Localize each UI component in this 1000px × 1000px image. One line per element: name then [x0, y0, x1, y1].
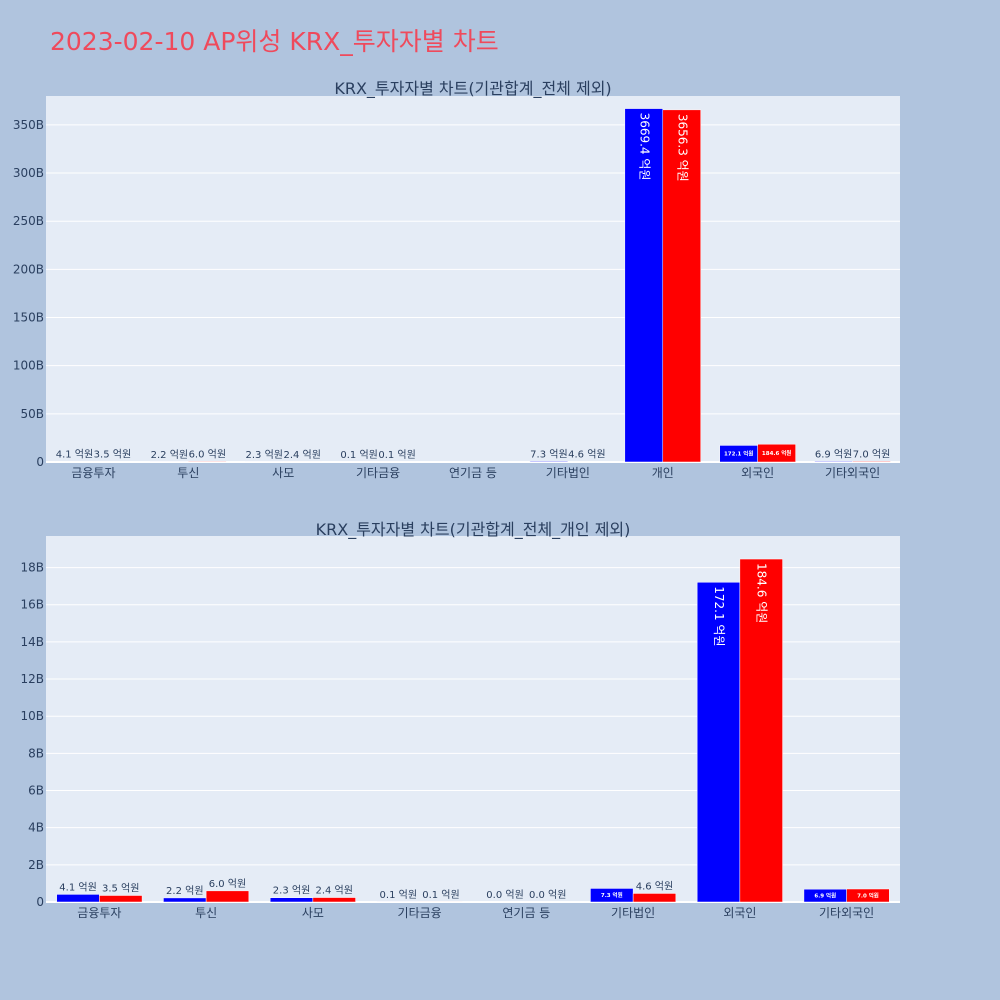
bar[interactable] [624, 108, 664, 463]
y-tick-label: 10B [20, 709, 44, 723]
y-tick-label: 300B [13, 166, 44, 180]
y-tick-label: 200B [13, 262, 44, 276]
x-tick-label: 사모 [272, 466, 294, 480]
data-label: 4.1 억원 [56, 449, 93, 461]
data-label: 0.1 억원 [378, 449, 415, 461]
x-tick-label: 기타법인 [546, 466, 590, 480]
y-tick-label: 100B [13, 359, 44, 373]
x-tick-label: 개인 [652, 466, 674, 480]
chart-title: KRX_투자자별 차트(기관합계_전체_개인 제외) [316, 520, 631, 540]
bar[interactable] [632, 893, 677, 903]
y-tick-label: 50B [20, 407, 44, 421]
x-tick-label: 사모 [302, 906, 324, 920]
y-tick-label: 12B [20, 672, 44, 686]
data-label: 172.1 억원 [724, 450, 753, 458]
bar[interactable] [99, 895, 143, 903]
data-label: 3669.4 억원 [637, 113, 651, 181]
data-label: 6.0 억원 [209, 878, 246, 890]
data-label: 4.1 억원 [59, 881, 96, 893]
bar[interactable] [662, 109, 701, 463]
bar[interactable] [269, 897, 314, 903]
data-label: 6.9 억원 [814, 892, 836, 900]
page-title: 2023-02-10 AP위성 KRX_투자자별 차트 [50, 27, 499, 56]
data-label: 2.4 억원 [315, 885, 352, 897]
x-tick-label: 기타외국인 [825, 466, 880, 480]
x-tick-label: 기타외국인 [819, 906, 874, 920]
data-label: 4.6 억원 [568, 449, 605, 461]
data-label: 0.1 억원 [422, 889, 459, 901]
bar[interactable] [529, 461, 569, 463]
chart-title: KRX_투자자별 차트(기관합계_전체 제외) [334, 79, 611, 99]
bar[interactable] [163, 897, 207, 903]
bar[interactable] [56, 894, 100, 903]
data-label: 6.0 억원 [189, 448, 226, 460]
bar[interactable] [312, 897, 356, 903]
y-tick-label: 14B [20, 635, 44, 649]
data-label: 184.6 억원 [762, 449, 791, 457]
bar[interactable] [205, 890, 250, 903]
y-tick-label: 2B [28, 858, 44, 872]
data-label: 0.1 억원 [380, 889, 417, 901]
bar[interactable] [739, 558, 783, 903]
data-label: 2.3 억원 [246, 449, 283, 461]
y-tick-label: 0 [36, 895, 44, 909]
y-tick-label: 250B [13, 214, 44, 228]
bar[interactable] [696, 582, 741, 903]
data-label: 172.1 억원 [712, 586, 726, 646]
plot-area [46, 96, 900, 462]
y-tick-label: 150B [13, 311, 44, 325]
data-label: 0.0 억원 [486, 889, 523, 901]
x-tick-label: 외국인 [741, 466, 774, 480]
data-label: 2.2 억원 [166, 885, 203, 897]
x-tick-label: 연기금 등 [449, 466, 497, 480]
data-label: 2.4 억원 [283, 449, 320, 461]
bar[interactable] [188, 461, 227, 463]
y-tick-label: 350B [13, 118, 44, 132]
data-label: 2.3 억원 [273, 885, 310, 897]
data-label: 184.6 억원 [755, 563, 769, 623]
y-tick-label: 0 [36, 455, 44, 469]
data-label: 7.0 억원 [853, 448, 890, 460]
bar[interactable] [814, 461, 853, 463]
data-label: 2.2 억원 [151, 449, 188, 461]
x-tick-label: 연기금 등 [502, 906, 550, 920]
data-label: 4.6 억원 [636, 880, 673, 892]
bar[interactable] [757, 443, 796, 463]
y-tick-label: 4B [28, 821, 44, 835]
x-tick-label: 투신 [195, 906, 217, 920]
bar[interactable] [852, 461, 891, 463]
x-tick-label: 기타법인 [611, 906, 655, 920]
x-tick-label: 금융투자 [71, 466, 115, 480]
data-label: 7.3 억원 [601, 891, 623, 899]
data-label: 3656.3 억원 [675, 114, 689, 182]
x-tick-label: 투신 [177, 466, 199, 480]
x-tick-label: 기타금융 [356, 466, 400, 480]
data-label: 6.9 억원 [815, 448, 852, 460]
data-label: 0.0 억원 [529, 889, 566, 901]
y-tick-label: 6B [28, 784, 44, 798]
x-tick-label: 외국인 [723, 906, 756, 920]
data-label: 0.1 억원 [340, 449, 377, 461]
y-tick-label: 16B [20, 598, 44, 612]
data-label: 3.5 억원 [102, 882, 139, 894]
data-label: 7.0 억원 [857, 891, 879, 899]
data-label: 7.3 억원 [530, 448, 567, 460]
x-tick-label: 금융투자 [77, 906, 121, 920]
bar[interactable] [846, 888, 890, 903]
y-tick-label: 18B [20, 561, 44, 575]
data-label: 3.5 억원 [94, 449, 131, 461]
x-tick-label: 기타금융 [398, 906, 442, 920]
y-tick-label: 8B [28, 746, 44, 760]
